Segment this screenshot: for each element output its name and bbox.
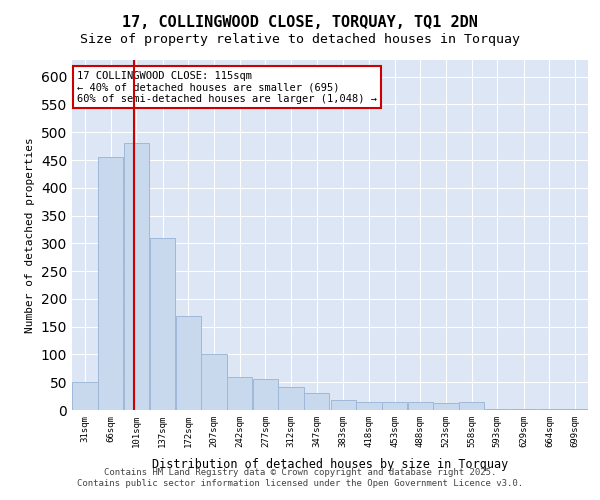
Bar <box>253 380 278 410</box>
Bar <box>278 386 304 410</box>
Text: 17, COLLINGWOOD CLOSE, TORQUAY, TQ1 2DN: 17, COLLINGWOOD CLOSE, TORQUAY, TQ1 2DN <box>122 15 478 30</box>
Text: Contains HM Land Registry data © Crown copyright and database right 2025.
Contai: Contains HM Land Registry data © Crown c… <box>77 468 523 487</box>
Bar <box>98 157 123 410</box>
X-axis label: Distribution of detached houses by size in Torquay: Distribution of detached houses by size … <box>152 458 508 471</box>
Text: 17 COLLINGWOOD CLOSE: 115sqm
← 40% of detached houses are smaller (695)
60% of s: 17 COLLINGWOOD CLOSE: 115sqm ← 40% of de… <box>77 70 377 104</box>
Bar <box>382 402 407 410</box>
Bar <box>150 238 175 410</box>
Bar <box>202 354 227 410</box>
Bar <box>176 316 201 410</box>
Bar <box>562 409 588 410</box>
Bar <box>407 402 433 410</box>
Bar <box>124 144 149 410</box>
Bar <box>537 409 562 410</box>
Bar <box>511 409 536 410</box>
Bar <box>331 400 356 410</box>
Bar <box>304 394 329 410</box>
Text: Size of property relative to detached houses in Torquay: Size of property relative to detached ho… <box>80 32 520 46</box>
Bar <box>72 382 98 410</box>
Y-axis label: Number of detached properties: Number of detached properties <box>25 137 35 333</box>
Bar <box>485 409 510 410</box>
Bar <box>459 402 484 410</box>
Bar <box>227 376 253 410</box>
Bar <box>433 404 458 410</box>
Bar <box>356 402 382 410</box>
